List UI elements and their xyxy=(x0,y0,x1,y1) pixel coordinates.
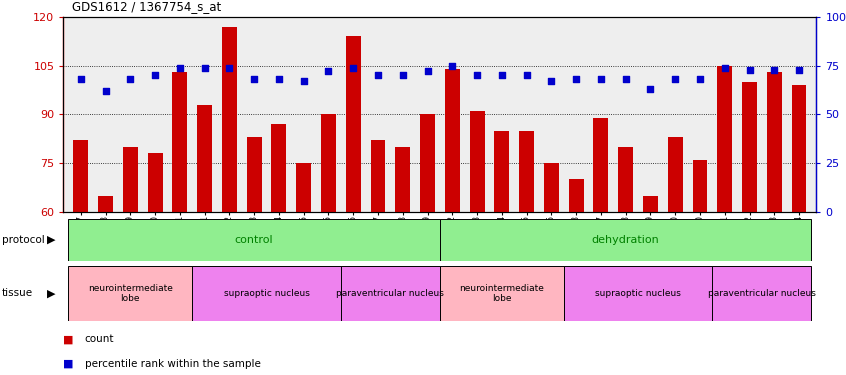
Bar xyxy=(247,137,261,375)
Bar xyxy=(470,111,485,375)
Point xyxy=(124,76,137,82)
Bar xyxy=(69,266,192,321)
Text: control: control xyxy=(235,235,273,245)
Bar xyxy=(569,179,584,375)
Text: percentile rank within the sample: percentile rank within the sample xyxy=(85,359,261,369)
Point xyxy=(446,63,459,69)
Bar xyxy=(74,140,88,375)
Point xyxy=(470,72,484,78)
Point xyxy=(347,64,360,70)
Text: ▶: ▶ xyxy=(47,235,56,245)
Bar xyxy=(766,72,782,375)
Bar xyxy=(519,130,534,375)
Point xyxy=(74,76,87,82)
Bar xyxy=(371,140,386,375)
Bar xyxy=(321,114,336,375)
Point xyxy=(321,69,335,75)
Text: supraoptic nucleus: supraoptic nucleus xyxy=(223,289,310,298)
Bar xyxy=(346,36,360,375)
Bar xyxy=(544,163,559,375)
Bar xyxy=(742,82,757,375)
Point xyxy=(272,76,286,82)
Bar xyxy=(296,163,311,375)
Point xyxy=(619,76,633,82)
Point xyxy=(198,64,212,70)
Bar xyxy=(792,85,806,375)
Bar xyxy=(667,137,683,375)
Text: dehydration: dehydration xyxy=(592,235,660,245)
Text: ■: ■ xyxy=(63,359,74,369)
Text: paraventricular nucleus: paraventricular nucleus xyxy=(708,289,816,298)
Point xyxy=(668,76,682,82)
Bar xyxy=(69,219,440,261)
Point xyxy=(247,76,261,82)
Point xyxy=(594,76,607,82)
Bar xyxy=(440,219,811,261)
Point xyxy=(148,72,162,78)
Bar xyxy=(693,160,707,375)
Point xyxy=(371,72,385,78)
Point xyxy=(297,78,310,84)
Bar xyxy=(643,196,658,375)
Bar xyxy=(272,124,286,375)
Bar xyxy=(494,130,509,375)
Bar xyxy=(563,266,712,321)
Bar xyxy=(173,72,187,375)
Text: count: count xyxy=(85,334,114,344)
Bar xyxy=(445,69,459,375)
Point xyxy=(99,88,113,94)
Point xyxy=(173,64,187,70)
Point xyxy=(569,76,583,82)
Text: ■: ■ xyxy=(63,334,74,344)
Point xyxy=(420,69,434,75)
Bar xyxy=(420,114,435,375)
Bar xyxy=(192,266,341,321)
Point xyxy=(793,66,806,72)
Point xyxy=(644,86,657,92)
Text: paraventricular nucleus: paraventricular nucleus xyxy=(337,289,444,298)
Bar xyxy=(717,66,732,375)
Bar xyxy=(123,147,138,375)
Point xyxy=(519,72,533,78)
Text: protocol: protocol xyxy=(2,235,45,245)
Bar xyxy=(197,105,212,375)
Point xyxy=(495,72,508,78)
Bar xyxy=(712,266,811,321)
Bar xyxy=(618,147,633,375)
Text: tissue: tissue xyxy=(2,288,33,298)
Bar xyxy=(98,196,113,375)
Point xyxy=(718,64,732,70)
Text: ▶: ▶ xyxy=(47,288,56,298)
Bar xyxy=(341,266,440,321)
Point xyxy=(693,76,706,82)
Bar xyxy=(440,266,563,321)
Bar xyxy=(395,147,410,375)
Point xyxy=(743,66,756,72)
Bar xyxy=(594,118,608,375)
Point xyxy=(222,64,236,70)
Point xyxy=(545,78,558,84)
Text: GDS1612 / 1367754_s_at: GDS1612 / 1367754_s_at xyxy=(72,0,221,13)
Text: neurointermediate
lobe: neurointermediate lobe xyxy=(459,284,544,303)
Point xyxy=(767,66,781,72)
Point xyxy=(396,72,409,78)
Bar xyxy=(222,27,237,375)
Bar xyxy=(148,153,162,375)
Text: neurointermediate
lobe: neurointermediate lobe xyxy=(88,284,173,303)
Text: supraoptic nucleus: supraoptic nucleus xyxy=(595,289,681,298)
